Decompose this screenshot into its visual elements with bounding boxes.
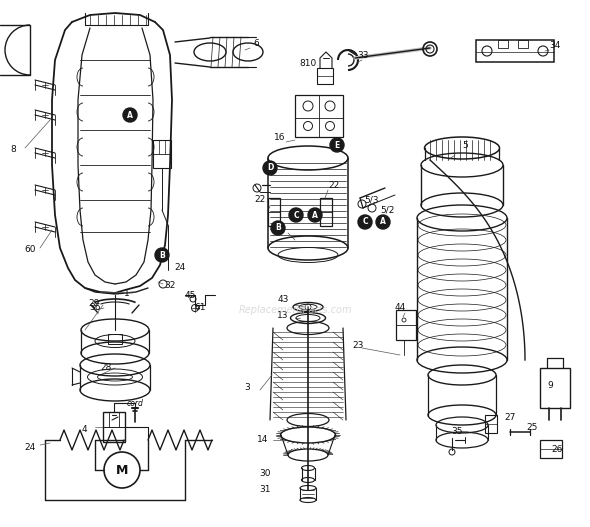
Text: 26: 26 xyxy=(551,445,563,454)
Text: 22: 22 xyxy=(329,181,340,190)
Bar xyxy=(396,310,416,340)
Text: C: C xyxy=(362,218,368,227)
Text: 61: 61 xyxy=(194,304,206,313)
Circle shape xyxy=(358,215,372,229)
Text: 4: 4 xyxy=(81,425,87,434)
Text: 25: 25 xyxy=(526,424,537,433)
Bar xyxy=(485,415,497,433)
Text: M: M xyxy=(116,464,128,476)
Bar xyxy=(295,95,343,137)
Text: 44: 44 xyxy=(394,302,406,311)
Bar xyxy=(153,140,171,168)
Text: 16: 16 xyxy=(274,132,286,142)
Circle shape xyxy=(330,138,344,152)
Circle shape xyxy=(123,108,137,122)
Text: 36: 36 xyxy=(89,304,101,313)
Text: D: D xyxy=(267,163,273,172)
Bar xyxy=(476,40,554,62)
Bar xyxy=(540,440,562,458)
Bar xyxy=(268,198,280,226)
Text: 33: 33 xyxy=(358,51,369,60)
Text: A: A xyxy=(380,218,386,227)
Text: B: B xyxy=(159,250,165,259)
Text: 32: 32 xyxy=(164,280,176,289)
Text: 23: 23 xyxy=(352,340,363,349)
Text: cord: cord xyxy=(127,399,143,408)
Bar xyxy=(317,68,333,84)
Text: 5: 5 xyxy=(462,141,468,150)
Text: B: B xyxy=(275,223,281,232)
Text: 24: 24 xyxy=(24,443,35,452)
Text: E: E xyxy=(335,141,340,150)
Circle shape xyxy=(289,208,303,222)
Circle shape xyxy=(376,215,390,229)
Text: 22: 22 xyxy=(254,196,266,204)
Text: 14: 14 xyxy=(257,435,268,444)
Text: 43: 43 xyxy=(277,296,289,305)
Circle shape xyxy=(155,248,169,262)
Circle shape xyxy=(263,161,277,175)
Bar xyxy=(518,40,528,48)
Text: 31: 31 xyxy=(259,485,271,494)
Text: 35: 35 xyxy=(451,427,463,436)
Bar xyxy=(540,368,570,408)
Text: 1: 1 xyxy=(124,288,130,298)
Text: 6: 6 xyxy=(253,38,259,47)
Text: 29: 29 xyxy=(88,298,100,307)
Text: 810: 810 xyxy=(299,58,317,67)
Bar xyxy=(103,412,125,442)
Text: 2: 2 xyxy=(278,226,284,235)
Text: 28: 28 xyxy=(101,364,112,373)
Text: A: A xyxy=(312,210,318,220)
Text: 5/2: 5/2 xyxy=(380,206,394,214)
Text: 27: 27 xyxy=(504,414,516,423)
Text: 45: 45 xyxy=(184,290,196,299)
Text: 34: 34 xyxy=(549,42,560,51)
Circle shape xyxy=(271,221,285,235)
Circle shape xyxy=(308,208,322,222)
Bar xyxy=(498,40,508,48)
Text: 60: 60 xyxy=(24,246,36,255)
Text: A: A xyxy=(127,111,133,120)
Text: 30: 30 xyxy=(259,470,271,479)
Text: 24: 24 xyxy=(175,264,186,272)
Bar xyxy=(320,198,332,226)
Text: 9: 9 xyxy=(547,380,553,389)
Text: 3: 3 xyxy=(244,383,250,392)
Text: ReplacementParts.com: ReplacementParts.com xyxy=(238,305,352,315)
Text: C: C xyxy=(293,210,299,220)
Text: 13: 13 xyxy=(277,310,289,319)
Text: 5/3: 5/3 xyxy=(365,196,379,204)
Bar xyxy=(108,334,122,344)
Text: 8: 8 xyxy=(10,145,16,154)
